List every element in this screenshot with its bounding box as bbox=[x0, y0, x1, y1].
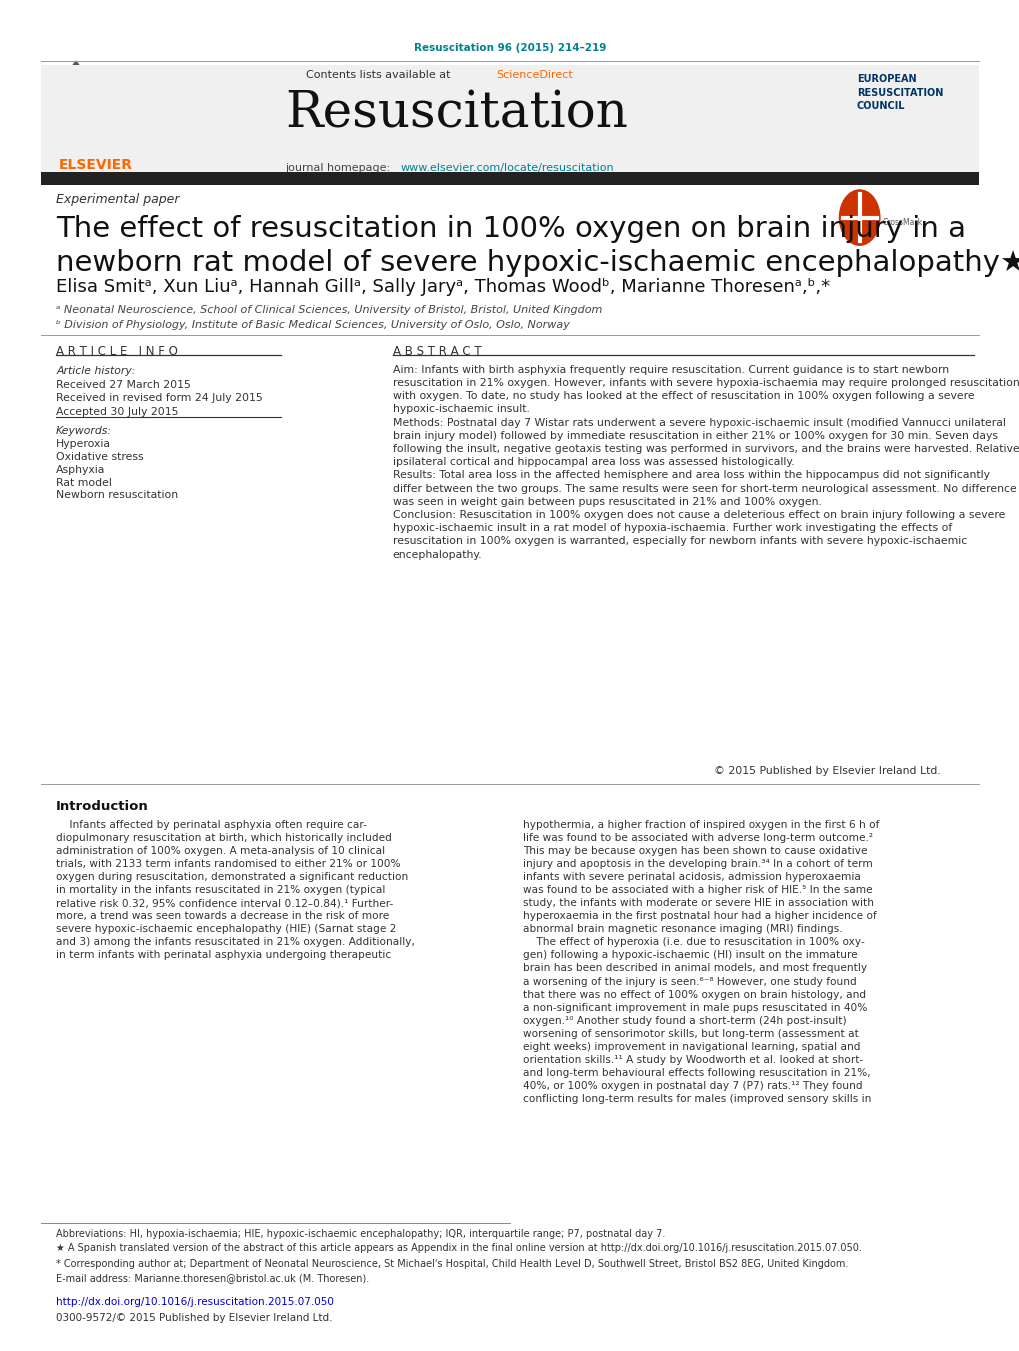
Text: A R T I C L E   I N F O: A R T I C L E I N F O bbox=[56, 345, 177, 358]
Text: Asphyxia: Asphyxia bbox=[56, 465, 105, 474]
Text: RESUSCITATION: RESUSCITATION bbox=[856, 88, 943, 97]
Text: * Corresponding author at; Department of Neonatal Neuroscience, St Michael's Hos: * Corresponding author at; Department of… bbox=[56, 1259, 848, 1269]
Text: Contents lists available at: Contents lists available at bbox=[306, 70, 453, 80]
Polygon shape bbox=[821, 91, 843, 124]
Circle shape bbox=[839, 190, 879, 246]
Text: Hyperoxia: Hyperoxia bbox=[56, 439, 111, 449]
Text: ELSEVIER: ELSEVIER bbox=[59, 158, 133, 172]
Text: Received in revised form 24 July 2015: Received in revised form 24 July 2015 bbox=[56, 393, 263, 403]
Text: Newborn resuscitation: Newborn resuscitation bbox=[56, 490, 178, 500]
Text: CrossMark: CrossMark bbox=[881, 218, 921, 227]
Text: ★ A Spanish translated version of the abstract of this article appears as Append: ★ A Spanish translated version of the ab… bbox=[56, 1243, 861, 1252]
Bar bbox=[70, 128, 82, 151]
Text: A B S T R A C T: A B S T R A C T bbox=[392, 345, 481, 358]
Text: Resuscitation: Resuscitation bbox=[285, 89, 628, 139]
Text: Resuscitation 96 (2015) 214–219: Resuscitation 96 (2015) 214–219 bbox=[414, 43, 605, 53]
Text: Introduction: Introduction bbox=[56, 800, 149, 813]
Text: 0300-9572/© 2015 Published by Elsevier Ireland Ltd.: 0300-9572/© 2015 Published by Elsevier I… bbox=[56, 1313, 332, 1323]
Text: Elisa Smitᵃ, Xun Liuᵃ, Hannah Gillᵃ, Sally Jaryᵃ, Thomas Woodᵇ, Marianne Thorese: Elisa Smitᵃ, Xun Liuᵃ, Hannah Gillᵃ, Sal… bbox=[56, 278, 829, 296]
Polygon shape bbox=[46, 61, 106, 142]
Text: COUNCIL: COUNCIL bbox=[856, 101, 905, 111]
Text: Keywords:: Keywords: bbox=[56, 426, 112, 435]
Text: Rat model: Rat model bbox=[56, 477, 112, 488]
Text: ᵇ Division of Physiology, Institute of Basic Medical Sciences, University of Osl: ᵇ Division of Physiology, Institute of B… bbox=[56, 320, 570, 330]
Text: ScienceDirect: ScienceDirect bbox=[496, 70, 573, 80]
Text: Oxidative stress: Oxidative stress bbox=[56, 451, 144, 462]
Text: Aim: Infants with birth asphyxia frequently require resuscitation. Current guida: Aim: Infants with birth asphyxia frequen… bbox=[392, 365, 1018, 559]
Text: www.elsevier.com/locate/resuscitation: www.elsevier.com/locate/resuscitation bbox=[400, 163, 613, 173]
Text: Article history:: Article history: bbox=[56, 366, 136, 376]
Text: hypothermia, a higher fraction of inspired oxygen in the first 6 h of
life was f: hypothermia, a higher fraction of inspir… bbox=[523, 820, 878, 1104]
Text: Received 27 March 2015: Received 27 March 2015 bbox=[56, 380, 191, 389]
Text: EUROPEAN: EUROPEAN bbox=[856, 74, 915, 84]
Text: Accepted 30 July 2015: Accepted 30 July 2015 bbox=[56, 407, 178, 416]
Text: The effect of resuscitation in 100% oxygen on brain injury in a: The effect of resuscitation in 100% oxyg… bbox=[56, 215, 965, 243]
Text: Abbreviations: HI, hypoxia-ischaemia; HIE, hypoxic-ischaemic encephalopathy; IQR: Abbreviations: HI, hypoxia-ischaemia; HI… bbox=[56, 1229, 664, 1239]
Text: E-mail address: Marianne.thoresen@bristol.ac.uk (M. Thoresen).: E-mail address: Marianne.thoresen@bristo… bbox=[56, 1273, 369, 1282]
Text: ᵃ Neonatal Neuroscience, School of Clinical Sciences, University of Bristol, Bri: ᵃ Neonatal Neuroscience, School of Clini… bbox=[56, 305, 602, 315]
Text: http://dx.doi.org/10.1016/j.resuscitation.2015.07.050: http://dx.doi.org/10.1016/j.resuscitatio… bbox=[56, 1297, 333, 1306]
Text: © 2015 Published by Elsevier Ireland Ltd.: © 2015 Published by Elsevier Ireland Ltd… bbox=[713, 766, 940, 775]
Text: newborn rat model of severe hypoxic-ischaemic encephalopathy★: newborn rat model of severe hypoxic-isch… bbox=[56, 249, 1019, 277]
Text: Experimental paper: Experimental paper bbox=[56, 193, 179, 207]
Text: journal homepage:: journal homepage: bbox=[285, 163, 393, 173]
Text: Infants affected by perinatal asphyxia often require car-
diopulmonary resuscita: Infants affected by perinatal asphyxia o… bbox=[56, 820, 415, 961]
